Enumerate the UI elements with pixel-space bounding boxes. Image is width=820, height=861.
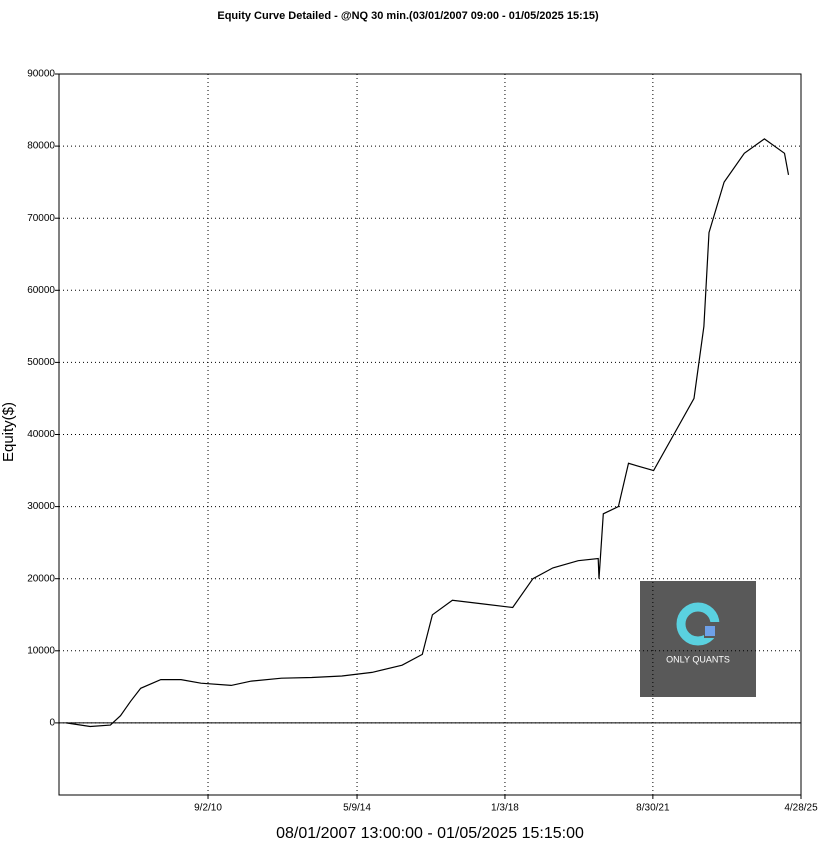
watermark: ONLY QUANTS <box>640 581 756 697</box>
x-tick-label: 9/2/10 <box>194 803 222 814</box>
y-tick-label: 10000 <box>27 645 55 656</box>
y-tick-label: 60000 <box>27 285 55 296</box>
y-tick-label: 20000 <box>27 573 55 584</box>
x-tick-label: 1/3/18 <box>491 803 519 814</box>
x-tick-label: 4/28/25 <box>784 803 818 814</box>
y-axis-label: Equity($) <box>0 402 17 462</box>
y-tick-label: 80000 <box>27 141 55 152</box>
y-tick-label: 50000 <box>27 357 55 368</box>
chart-title: Equity Curve Detailed - @NQ 30 min.(03/0… <box>217 10 599 22</box>
y-tick-label: 30000 <box>27 501 55 512</box>
x-tick-label: 8/30/21 <box>636 803 670 814</box>
x-axis-label: 08/01/2007 13:00:00 - 01/05/2025 15:15:0… <box>276 825 584 842</box>
watermark-text: ONLY QUANTS <box>666 654 730 664</box>
y-tick-label: 0 <box>49 718 55 729</box>
watermark-logo-square <box>705 626 715 636</box>
x-tick-label: 5/9/14 <box>343 803 371 814</box>
equity-line <box>66 138 790 728</box>
y-tick-label: 90000 <box>27 69 55 80</box>
y-tick-label: 70000 <box>27 213 55 224</box>
y-tick-label: 40000 <box>27 429 55 440</box>
